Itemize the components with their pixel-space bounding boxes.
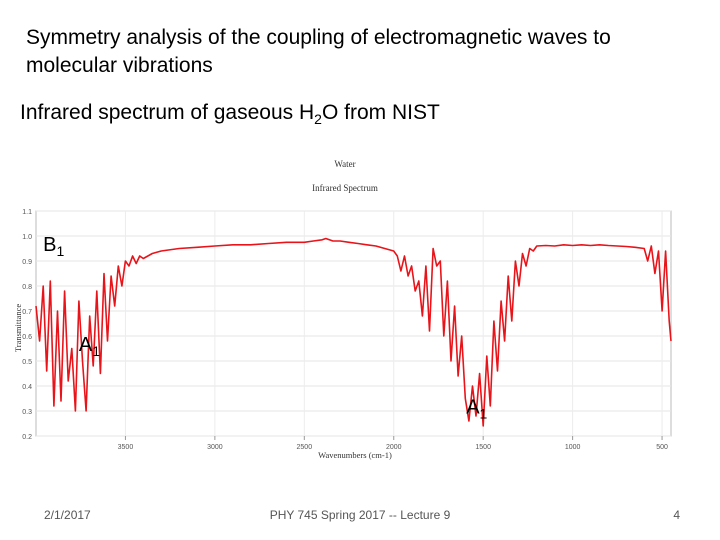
y-tick-label: 0.3 (22, 409, 32, 416)
y-tick-label: 0.9 (22, 259, 32, 266)
x-tick-label: 2000 (386, 444, 402, 451)
x-axis-label: Wavenumbers (cm-1) (318, 450, 392, 460)
mode-label-subscript: 1 (92, 343, 100, 359)
mode-label: A1 (79, 334, 100, 359)
x-tick-label: 3500 (118, 444, 134, 451)
x-tick-label: 2500 (297, 444, 313, 451)
y-axis-label: Transmittance (13, 304, 23, 353)
mode-label-symbol: A (79, 334, 93, 356)
slide-subtitle: Infrared spectrum of gaseous H2O from NI… (20, 101, 440, 127)
y-tick-label: 0.2 (22, 434, 32, 441)
y-tick-label: 0.8 (22, 284, 32, 291)
x-tick-label: 1000 (565, 444, 581, 451)
footer-date: 2/1/2017 (44, 508, 91, 522)
mode-label-symbol: B (43, 234, 56, 256)
mode-label: B1 (43, 234, 64, 259)
subtitle-pre: Infrared spectrum of gaseous H (20, 101, 315, 124)
y-tick-label: 1.1 (22, 209, 32, 216)
y-tick-label: 0.4 (22, 384, 32, 391)
footer-page-number: 4 (673, 508, 680, 522)
y-tick-label: 0.7 (22, 309, 32, 316)
plot-frame (35, 210, 672, 437)
y-tick-label: 0.6 (22, 334, 32, 341)
footer-course: PHY 745 Spring 2017 -- Lecture 9 (269, 508, 451, 522)
chart-subtitle: Infrared Spectrum (312, 183, 378, 193)
subtitle-sub: 2 (314, 111, 322, 128)
chart-title: Water (334, 159, 355, 169)
slide-title: Symmetry analysis of the coupling of ele… (26, 26, 611, 77)
y-tick-label: 1.0 (22, 234, 32, 241)
x-tick-label: 1500 (475, 444, 491, 451)
x-tick-label: 3000 (207, 444, 223, 451)
mode-label-subscript: 1 (56, 243, 64, 259)
y-tick-label: 0.5 (22, 359, 32, 366)
subtitle-post: O from NIST (321, 101, 440, 124)
tick-layer: 1.1 1.0 0.9 0.8 0.7 0.6 0.5 0.4 0.3 0.2 3500 3000 25… (22, 209, 668, 451)
mode-label-symbol: A (466, 397, 480, 419)
grid-layer (36, 210, 671, 437)
mode-label-subscript: 1 (480, 406, 488, 422)
x-tick-label: 500 (656, 444, 668, 451)
spectrum-line (35, 237, 672, 427)
ir-spectrum-chart: Water Infrared Spectrum 1.1 1.0 0.9 0.8 0.7 0… (13, 159, 672, 460)
mode-label: A1 (466, 397, 487, 422)
